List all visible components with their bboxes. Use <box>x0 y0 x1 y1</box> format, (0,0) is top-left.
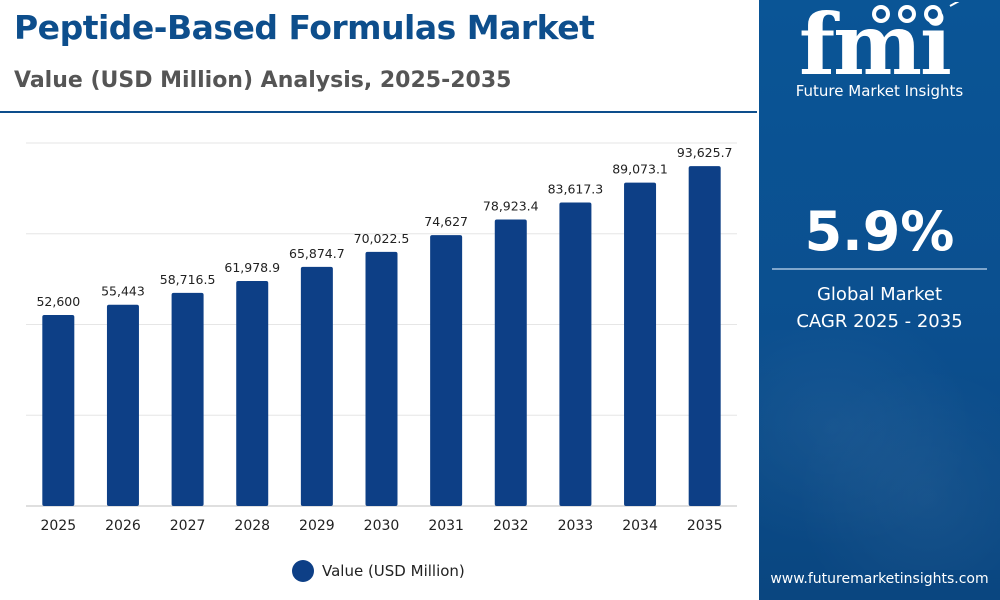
panel-texture <box>759 330 1000 570</box>
x-tick-2030: 2030 <box>364 518 400 534</box>
value-label-2029: 65,874.7 <box>289 246 345 261</box>
legend-swatch <box>292 560 314 582</box>
bars <box>42 166 721 506</box>
bar-2025 <box>42 315 75 506</box>
cagr-divider <box>772 268 987 270</box>
value-label-2025: 52,600 <box>36 294 80 309</box>
x-tick-2027: 2027 <box>170 518 206 534</box>
value-label-2028: 61,978.9 <box>224 260 280 275</box>
value-label-2033: 83,617.3 <box>548 181 604 196</box>
legend-label: Value (USD Million) <box>322 562 465 580</box>
value-label-2031: 74,627 <box>424 214 468 229</box>
x-tick-2031: 2031 <box>428 518 464 534</box>
x-tick-2035: 2035 <box>687 518 723 534</box>
chart-title: Peptide-Based Formulas Market <box>14 8 595 47</box>
value-label-2034: 89,073.1 <box>612 162 668 177</box>
bar-2031 <box>430 235 463 506</box>
x-tick-2028: 2028 <box>234 518 270 534</box>
bar-2035 <box>688 166 721 506</box>
bar-2029 <box>300 266 333 506</box>
bar-2034 <box>624 182 657 506</box>
cagr-sidebar: fmi Future Market Insights 5.9% Global M… <box>759 0 1000 600</box>
title-divider <box>0 111 757 113</box>
value-labels: 52,600 55,443 58,716.5 61,978.9 65,874.7 70,0… <box>36 145 732 309</box>
x-axis-tick-labels: 2025 2026 2027 2028 2029 2030 2031 2032 2033 2034… <box>40 518 722 534</box>
bar-2030 <box>365 251 398 506</box>
bar-2032 <box>494 219 527 506</box>
x-tick-2032: 2032 <box>493 518 529 534</box>
x-tick-2034: 2034 <box>622 518 658 534</box>
fmi-logo: fmi <box>799 2 960 84</box>
cagr-label-line1: Global Market <box>816 284 942 305</box>
bar-2033 <box>559 202 592 506</box>
x-tick-2025: 2025 <box>40 518 76 534</box>
cagr-value: 5.9% <box>804 200 955 263</box>
logo-caption: Future Market Insights <box>795 82 964 100</box>
legend: Value (USD Million) <box>292 560 465 582</box>
bar-2028 <box>236 281 269 506</box>
value-label-2035: 93,625.7 <box>677 145 733 160</box>
bar-2026 <box>106 304 139 506</box>
bar-2027 <box>171 292 204 506</box>
value-label-2026: 55,443 <box>101 284 145 299</box>
x-tick-2026: 2026 <box>105 518 141 534</box>
value-label-2030: 70,022.5 <box>354 231 410 246</box>
value-label-2027: 58,716.5 <box>160 272 216 287</box>
x-tick-2033: 2033 <box>558 518 594 534</box>
value-label-2032: 78,923.4 <box>483 199 539 214</box>
bar-chart: 52,600 55,443 58,716.5 61,978.9 65,874.7 70,0… <box>26 142 737 534</box>
cagr-label-line2: CAGR 2025 - 2035 <box>796 311 963 332</box>
website-url: www.futuremarketinsights.com <box>770 571 989 587</box>
chart-subtitle: Value (USD Million) Analysis, 2025-2035 <box>14 68 512 93</box>
x-tick-2029: 2029 <box>299 518 335 534</box>
